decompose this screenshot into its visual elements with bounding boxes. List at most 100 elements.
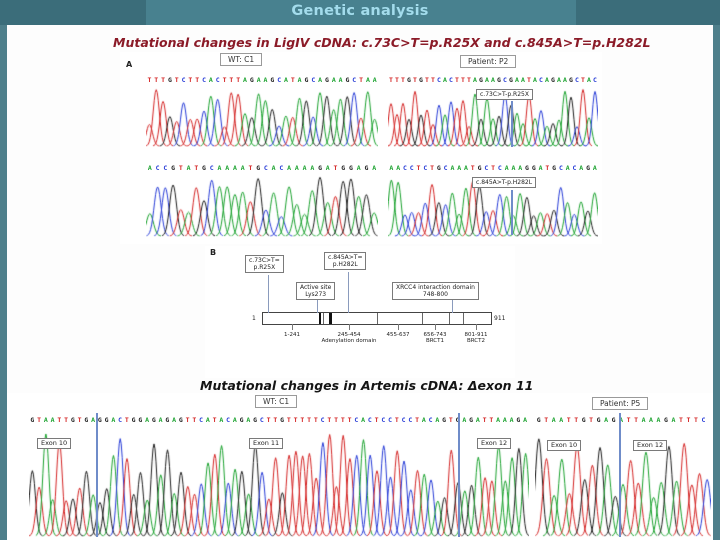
sequence-base: C <box>163 164 168 172</box>
domain-divider-241 <box>323 313 324 324</box>
sequence-base: A <box>263 76 268 84</box>
sequence-base: T <box>192 416 197 424</box>
domain-divider-637 <box>422 313 423 324</box>
tick-sub: BRCT1 <box>425 338 445 344</box>
sequence-base: A <box>219 416 224 424</box>
sequence-base: C <box>409 164 414 172</box>
sequence-base: G <box>167 76 172 84</box>
tick-range: 455-637 <box>386 332 410 338</box>
sequence-base: G <box>202 164 206 172</box>
sequence-base: T <box>37 416 42 424</box>
sequence-base: A <box>91 416 96 424</box>
sequence-base: A <box>545 76 549 84</box>
sequence-base: A <box>284 76 288 84</box>
sequence-base: T <box>430 164 435 172</box>
sequence-base: A <box>533 76 537 84</box>
sequence-base: G <box>509 76 513 84</box>
sequence-base: T <box>147 76 152 84</box>
sequence-base: T <box>589 416 594 424</box>
tick-455-637: 455-637 <box>380 332 416 338</box>
sequence-base: C <box>381 416 386 424</box>
sequence-base: A <box>294 164 299 172</box>
sequence-base: T <box>334 416 339 424</box>
sequence-base: T <box>574 416 579 424</box>
tick-range: 1-241 <box>284 332 300 338</box>
sequence-base: G <box>304 76 309 84</box>
sequence-base: A <box>158 416 163 424</box>
domain-divider-800 <box>463 313 464 324</box>
exon10-12-junction-line <box>619 413 621 537</box>
sequence-base: G <box>178 416 183 424</box>
domain-divider-743 <box>449 313 450 324</box>
sequence-base: T <box>489 416 494 424</box>
wt-chromatogram-row2 <box>146 173 378 237</box>
sequence-base: T <box>195 76 200 84</box>
sequence-base: A <box>511 164 516 172</box>
bar-end-number: 911 <box>494 315 506 322</box>
sequence-base: A <box>551 416 556 424</box>
sequence-base: C <box>367 416 372 424</box>
mutation-site-mark <box>319 313 321 324</box>
sequence-base: A <box>521 76 525 84</box>
sequence-base: A <box>297 76 302 84</box>
frame-right <box>713 25 720 540</box>
sequence-base: T <box>347 416 352 424</box>
mutation2-domain-line2: p.H282L <box>332 261 358 268</box>
sequence-base: A <box>587 76 591 84</box>
sequence-base: G <box>84 416 89 424</box>
sequence-base: A <box>515 76 519 84</box>
sequence-base: C <box>593 76 597 84</box>
sequence-base: G <box>596 416 601 424</box>
patient-exon12-label: Exon 12 <box>633 440 668 451</box>
sequence-base: A <box>147 164 152 172</box>
mutation1-domain-box: c.73C>T= p.R25X <box>245 255 284 273</box>
sequence-base: T <box>77 416 82 424</box>
sequence-base: T <box>57 416 62 424</box>
sequence-base: T <box>236 76 241 84</box>
sequence-base: C <box>402 164 407 172</box>
tick-656-743: 656-743 BRCT1 <box>417 332 453 344</box>
sequence-base: A <box>325 164 330 172</box>
sequence-base: G <box>270 76 275 84</box>
sequence-base: T <box>686 416 691 424</box>
sequence-base: A <box>565 164 570 172</box>
sequence-base: C <box>423 164 428 172</box>
sequence-base: G <box>239 416 244 424</box>
sequence-base: A <box>356 164 361 172</box>
tick-line-4 <box>435 324 436 330</box>
sequence-base: C <box>320 416 325 424</box>
sequence-base: A <box>302 164 307 172</box>
sequence-base: T <box>273 416 278 424</box>
sequence-base: T <box>174 76 179 84</box>
sequence-base: G <box>171 164 176 172</box>
sequence-base: A <box>225 164 230 172</box>
active-site-connector-line <box>317 298 318 313</box>
mutation1-connector-line <box>268 275 269 313</box>
wt-sample-label: WT: C1 <box>220 53 263 66</box>
sequence-base: C <box>443 164 448 172</box>
sequence-base: C <box>202 76 206 84</box>
sequence-base: G <box>364 164 369 172</box>
mutation2-label-box: c.845A>T-p.H282L <box>472 177 537 188</box>
sequence-base: T <box>374 416 379 424</box>
sequence-base: C <box>572 164 577 172</box>
sequence-base: C <box>354 416 359 424</box>
sequence-base: T <box>581 76 585 84</box>
exon10-11-boundary-line <box>96 413 98 537</box>
patient-sample-label: Patient: P2 <box>460 55 517 68</box>
sequence-base: C <box>279 164 284 172</box>
sequence-base: A <box>491 76 495 84</box>
sequence-base: A <box>246 416 251 424</box>
sequence-base: A <box>502 416 507 424</box>
sequence-base: A <box>557 76 561 84</box>
sequence-base: C <box>226 416 231 424</box>
mutation1-label-box: c.73C>T-p.R25X <box>476 89 533 100</box>
sequence-base: T <box>154 76 159 84</box>
frame-left <box>0 25 7 540</box>
tick-801-911: 801-911 BRCT2 <box>456 332 496 344</box>
sequence-base: A <box>464 164 468 172</box>
sequence-base: C <box>558 164 563 172</box>
